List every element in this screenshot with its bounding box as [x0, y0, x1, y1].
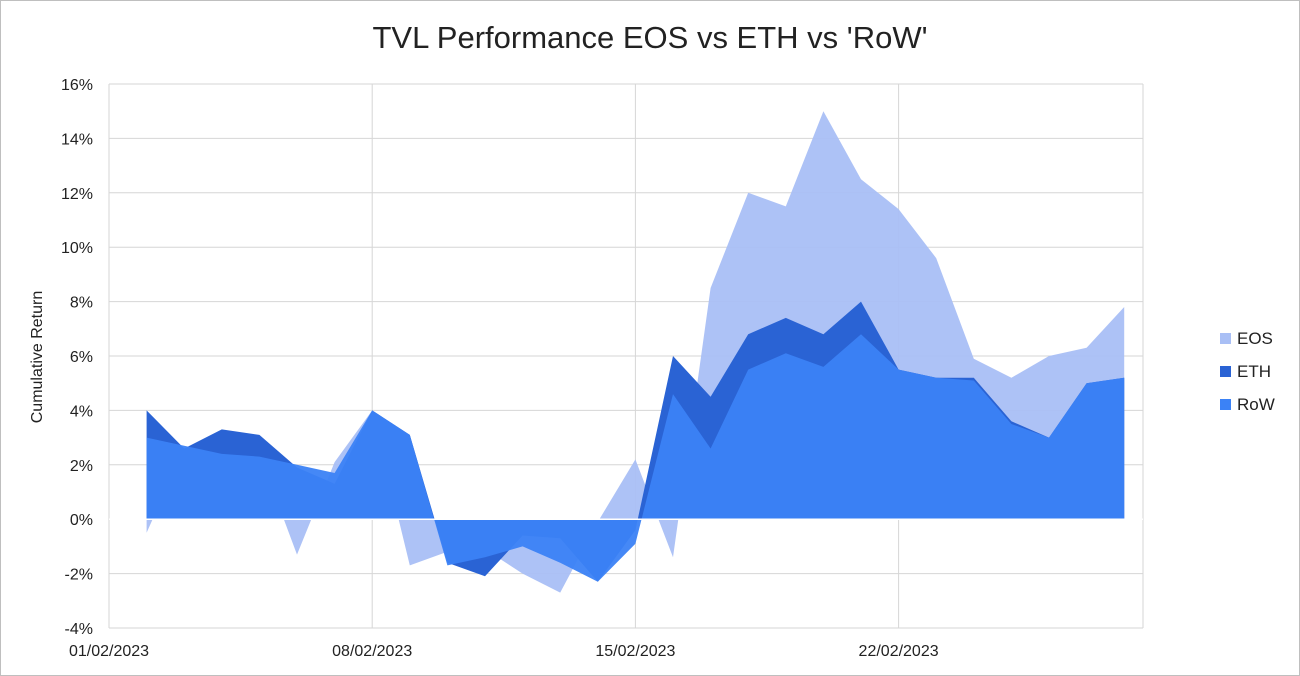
legend-swatch-row: [1220, 399, 1231, 410]
legend: EOS ETH RoW: [1220, 322, 1275, 421]
area-row: [146, 334, 1125, 582]
legend-item-row: RoW: [1220, 388, 1275, 421]
legend-label-eos: EOS: [1237, 328, 1273, 348]
y-tick-label: 16%: [61, 77, 93, 94]
x-tick-label: 22/02/2023: [859, 643, 939, 660]
legend-swatch-eth: [1220, 366, 1231, 377]
legend-label-row: RoW: [1237, 394, 1275, 414]
legend-item-eos: EOS: [1220, 322, 1275, 355]
y-tick-label: 10%: [61, 240, 93, 257]
y-tick-label: 2%: [70, 458, 93, 475]
legend-item-eth: ETH: [1220, 355, 1275, 388]
chart-title: TVL Performance EOS vs ETH vs 'RoW': [372, 20, 928, 55]
y-tick-label: 6%: [70, 349, 93, 366]
x-tick-label: 15/02/2023: [595, 643, 675, 660]
y-tick-label: 0%: [70, 512, 93, 529]
y-tick-label: -4%: [65, 621, 93, 638]
y-tick-label: 8%: [70, 295, 93, 312]
y-tick-label: 14%: [61, 131, 93, 148]
y-tick-label: -2%: [65, 567, 93, 584]
x-tick-label: 08/02/2023: [332, 643, 412, 660]
legend-label-eth: ETH: [1237, 361, 1271, 381]
legend-swatch-eos: [1220, 333, 1231, 344]
y-tick-label: 12%: [61, 186, 93, 203]
y-tick-label: 4%: [70, 403, 93, 420]
x-tick-label: 01/02/2023: [69, 643, 149, 660]
